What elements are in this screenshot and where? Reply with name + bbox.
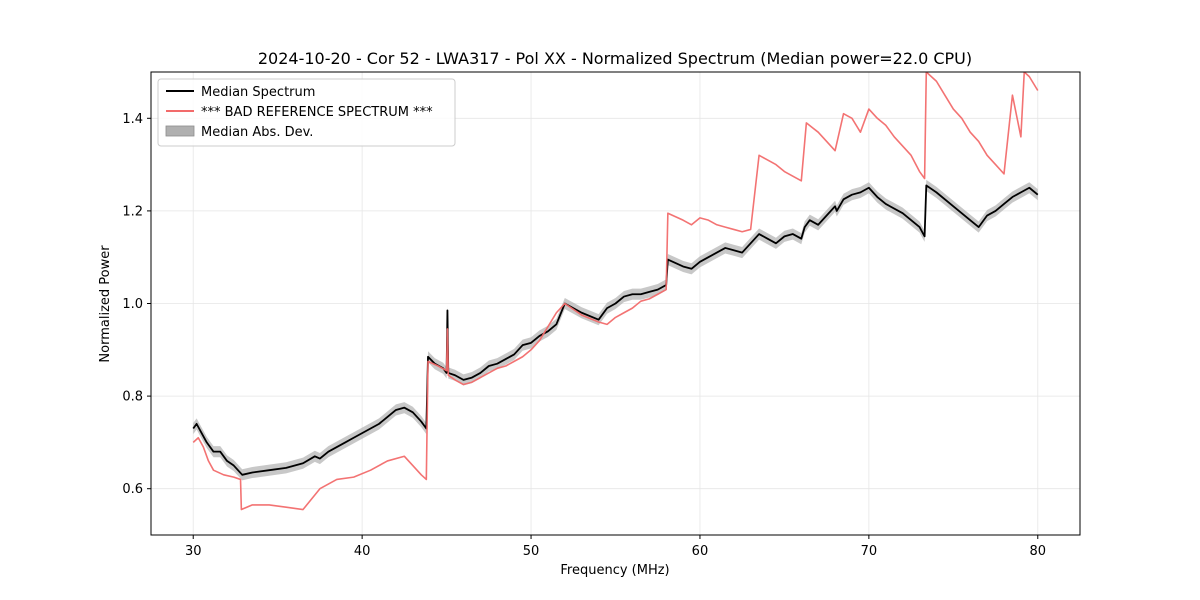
bad-reference-spectrum-line	[192, 72, 1039, 511]
y-tick-label: 1.0	[122, 297, 143, 312]
legend-box	[157, 78, 456, 147]
y-axis-label: Normalized Power	[98, 245, 113, 363]
chart-title: 2024-10-20 - Cor 52 - LWA317 - Pol XX - …	[258, 49, 972, 68]
axis-ticks: 30 40 50 60 70 80 0.6 0.8 1.0 1.2 1.4	[122, 112, 1046, 559]
legend-label-median: Median Spectrum	[201, 85, 315, 100]
median-abs-dev-band	[193, 179, 1038, 481]
median-spectrum-line	[192, 184, 1039, 476]
y-tick-label: 0.6	[122, 482, 143, 497]
legend-swatch-mad-band	[165, 125, 195, 137]
x-tick-label: 80	[1029, 544, 1046, 559]
legend-label-mad-band: Median Abs. Dev.	[201, 125, 313, 140]
x-axis-label: Frequency (MHz)	[560, 563, 669, 578]
y-tick-label: 0.8	[122, 390, 143, 405]
x-tick-label: 60	[692, 544, 709, 559]
x-tick-label: 40	[354, 544, 371, 559]
legend: Median Spectrum *** BAD REFERENCE SPECTR…	[157, 78, 456, 147]
y-tick-label: 1.2	[122, 204, 143, 219]
x-tick-label: 70	[861, 544, 878, 559]
x-tick-label: 50	[523, 544, 540, 559]
x-tick-label: 30	[185, 544, 202, 559]
y-tick-label: 1.4	[122, 112, 143, 127]
legend-label-reference: *** BAD REFERENCE SPECTRUM ***	[201, 105, 433, 120]
plot-area	[192, 72, 1039, 511]
